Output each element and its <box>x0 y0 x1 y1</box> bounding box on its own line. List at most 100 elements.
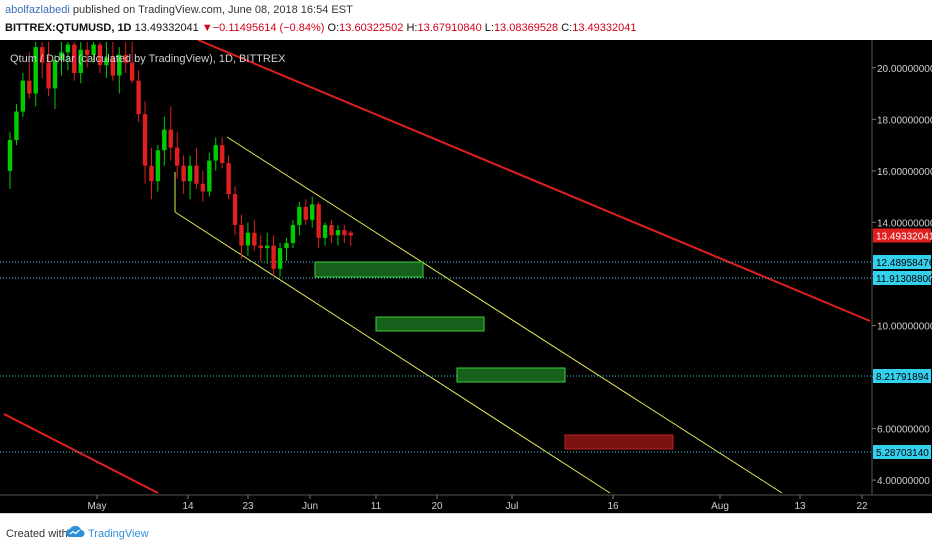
channel-upper-line[interactable] <box>226 136 783 494</box>
candle-body[interactable] <box>136 80 141 115</box>
candle-body[interactable] <box>110 57 116 76</box>
level-price-tag <box>873 255 931 269</box>
level-price-label: 5.28703140 <box>876 448 929 459</box>
candle-body[interactable] <box>65 44 71 53</box>
candle-body[interactable] <box>149 165 154 182</box>
candle-body[interactable] <box>290 224 296 244</box>
target-zone-green[interactable] <box>314 261 424 278</box>
candle-body[interactable] <box>335 230 341 236</box>
level-price-tag <box>873 369 931 383</box>
candle-body[interactable] <box>59 52 64 61</box>
y-tick-label: 10.00000000 <box>877 321 932 332</box>
candle-body[interactable] <box>14 111 19 140</box>
y-tick-label: 4.00000000 <box>877 476 930 487</box>
candle-body[interactable] <box>329 224 334 236</box>
red-trend-line[interactable] <box>197 40 871 322</box>
author-link[interactable]: abolfazlabedi <box>5 4 70 16</box>
x-tick-label: 11 <box>371 501 382 512</box>
chart-title: Qtum / Dollar (calculated by TradingView… <box>10 53 286 65</box>
target-zone-green[interactable] <box>375 316 485 332</box>
last-price-tag <box>873 228 931 243</box>
target-zone-green[interactable] <box>456 367 566 383</box>
high-label: H: <box>406 22 418 34</box>
candle-body[interactable] <box>72 44 77 73</box>
tradingview-brand[interactable]: TradingView <box>88 528 149 540</box>
candle-body[interactable] <box>174 147 180 166</box>
candle-body[interactable] <box>7 139 13 171</box>
x-tick-label: 23 <box>242 501 254 512</box>
candle-body[interactable] <box>239 224 244 246</box>
candle-body[interactable] <box>39 47 45 63</box>
candle-body[interactable] <box>91 44 96 55</box>
level-price-label: 11.91308800 <box>876 274 932 285</box>
symbol-label[interactable]: BITTREX:QTUMUSD, 1D <box>5 22 132 34</box>
candle-body[interactable] <box>252 232 257 246</box>
candle-body[interactable] <box>104 57 109 66</box>
candle-body[interactable] <box>322 224 328 238</box>
candle-body[interactable] <box>277 248 283 269</box>
candle-body[interactable] <box>117 54 122 76</box>
ohlc-line: BITTREX:QTUMUSD, 1D 13.49332041 ▼−0.1149… <box>5 22 636 34</box>
tradingview-logo-icon[interactable] <box>65 525 85 539</box>
candle-body[interactable] <box>271 245 276 269</box>
published-text: published on TradingView.com, June 08, 2… <box>72 4 353 16</box>
y-tick-label: 16.00000000 <box>877 167 932 178</box>
candle-body[interactable] <box>52 60 58 89</box>
candle-body[interactable] <box>226 163 231 195</box>
y-tick-label: 20.00000000 <box>877 64 932 75</box>
candle-body[interactable] <box>33 47 38 94</box>
candle-body[interactable] <box>348 232 353 236</box>
x-tick-label: Aug <box>711 501 729 512</box>
candle-body[interactable] <box>78 49 83 73</box>
last-price-label: 13.49332041 <box>876 231 932 242</box>
candle-body[interactable] <box>84 49 90 55</box>
candle-body[interactable] <box>219 145 225 164</box>
last-price: 13.49332041 <box>134 22 199 34</box>
level-price-tag <box>873 271 931 285</box>
candle-body[interactable] <box>194 165 199 184</box>
candle-body[interactable] <box>284 243 289 249</box>
candle-body[interactable] <box>187 165 193 182</box>
x-tick-label: Jul <box>506 501 519 512</box>
level-price-label: 8.21791894 <box>876 372 929 383</box>
x-tick-label: 14 <box>182 501 194 512</box>
candle-body[interactable] <box>155 150 161 182</box>
candle-body[interactable] <box>297 206 302 225</box>
open-value: 13.60322502 <box>339 22 404 34</box>
close-label: C: <box>561 22 573 34</box>
channel-lower-line[interactable] <box>174 211 611 494</box>
x-tick-label: 16 <box>607 501 619 512</box>
publish-line: abolfazlabedi published on TradingView.c… <box>5 4 353 16</box>
chart-area[interactable]: 20.00000000 18.00000000 16.00000000 14.0000… <box>0 40 932 513</box>
y-tick-label: 14.00000000 <box>877 218 932 229</box>
candle-body[interactable] <box>245 232 251 246</box>
candle-body[interactable] <box>46 62 51 89</box>
candle-body[interactable] <box>213 145 218 161</box>
candle-body[interactable] <box>123 54 128 63</box>
candle-body[interactable] <box>303 206 308 220</box>
candle-body[interactable] <box>232 194 238 225</box>
target-zone-red[interactable] <box>564 434 674 450</box>
created-with-text: Created with <box>6 528 68 540</box>
candle-body[interactable] <box>129 62 135 81</box>
low-value: 13.08369528 <box>493 22 559 34</box>
x-tick-label: Jun <box>302 501 318 512</box>
candle-body[interactable] <box>142 114 148 166</box>
candle-body[interactable] <box>310 204 315 220</box>
candle-body[interactable] <box>258 245 263 249</box>
candle-body[interactable] <box>97 44 103 66</box>
candle-body[interactable] <box>316 204 321 238</box>
candle-body[interactable] <box>265 245 270 249</box>
candle-body[interactable] <box>207 160 212 192</box>
x-tick-label: 22 <box>856 501 868 512</box>
candle-body[interactable] <box>181 165 186 182</box>
candle-body[interactable] <box>168 129 173 148</box>
candle-body[interactable] <box>200 183 206 192</box>
red-trend-line-lower[interactable] <box>3 413 159 494</box>
candle-body[interactable] <box>27 80 32 94</box>
y-tick-label: 6.00000000 <box>877 425 930 436</box>
chart-canvas[interactable]: 20.00000000 18.00000000 16.00000000 14.0000… <box>0 40 932 513</box>
candle-body[interactable] <box>20 80 26 112</box>
candle-body[interactable] <box>162 129 167 151</box>
candle-body[interactable] <box>342 230 347 236</box>
